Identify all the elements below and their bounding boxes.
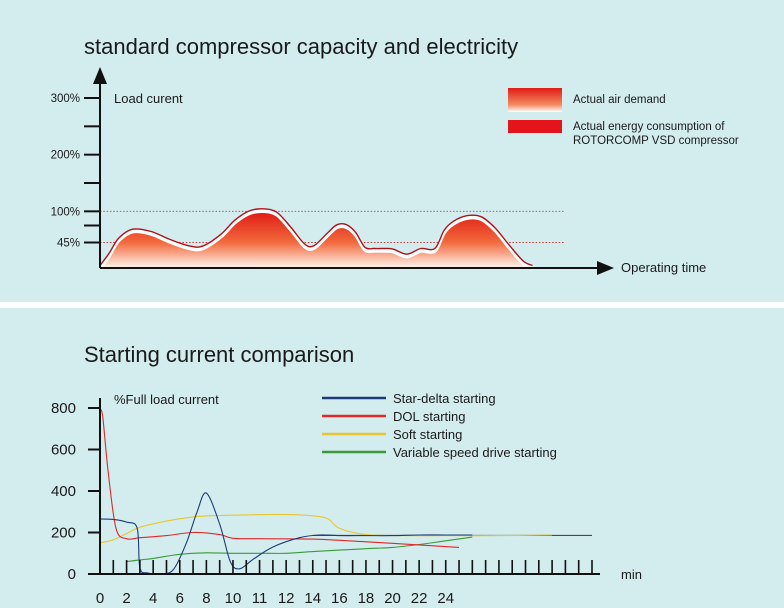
x-tick-label: 11 — [252, 590, 268, 607]
legend-label-air-demand: Actual air demand — [573, 94, 666, 106]
x-axis-label: Operating time — [621, 260, 706, 275]
series-line-2 — [99, 409, 460, 548]
x-tick-label: 14 — [304, 590, 321, 607]
legend-label-4: Variable speed drive starting — [393, 445, 557, 460]
legend-swatch-energy — [508, 120, 562, 133]
x-tick-label: 22 — [411, 590, 428, 607]
y-tick-label: 0 — [68, 566, 76, 583]
x-axis-label: min — [621, 567, 642, 582]
x-tick-label: 24 — [437, 590, 454, 607]
chart-title: standard compressor capacity and electri… — [84, 34, 518, 59]
x-tick-label: 6 — [176, 590, 184, 607]
x-tick-label: 18 — [358, 590, 375, 607]
chart-title: Starting current comparison — [84, 342, 354, 367]
y-tick-label: 600 — [51, 442, 76, 459]
legend-label-2: DOL starting — [393, 409, 466, 424]
y-tick-label: 45% — [57, 238, 80, 250]
y-tick-label: 800 — [51, 400, 76, 417]
y-tick-label: 200% — [51, 150, 80, 162]
air-demand-area — [100, 211, 533, 268]
energy-consumption-line — [99, 208, 533, 267]
x-tick-label: 10 — [225, 590, 242, 607]
x-tick-label: 0 — [96, 590, 104, 607]
y-axis-label: %Full load current — [114, 392, 219, 407]
x-tick-label: 2 — [122, 590, 130, 607]
y-tick-label: 200 — [51, 525, 76, 542]
series-line-4 — [126, 536, 473, 563]
legend-label-energy-line1: Actual energy consumption of — [573, 121, 725, 133]
air-demand-outline-halo — [98, 209, 534, 270]
y-tick-label: 300% — [51, 93, 80, 105]
x-tick-label: 16 — [331, 590, 348, 607]
y-axis-arrow — [93, 67, 107, 84]
x-tick-label: 20 — [384, 590, 401, 607]
capacity-chart: standard compressor capacity and electri… — [51, 34, 739, 275]
legend-label-1: Star-delta starting — [393, 391, 496, 406]
y-tick-label: 400 — [51, 483, 76, 500]
y-axis-label: Load curent — [114, 91, 183, 106]
x-tick-label: 12 — [278, 590, 295, 607]
legend-label-energy-line2: ROTORCOMP VSD compressor — [573, 135, 739, 147]
starting-current-panel: Starting current comparison %Full load c… — [0, 308, 784, 608]
x-tick-label: 4 — [149, 590, 157, 607]
capacity-panel: standard compressor capacity and electri… — [0, 0, 784, 302]
y-tick-label: 100% — [51, 206, 80, 218]
legend-swatch-air-demand — [508, 88, 562, 112]
series-line-3 — [99, 513, 553, 544]
starting-current-chart: Starting current comparison %Full load c… — [51, 342, 642, 607]
x-tick-label: 8 — [202, 590, 210, 607]
legend-label-3: Soft starting — [393, 427, 462, 442]
x-axis-arrow — [597, 261, 614, 275]
